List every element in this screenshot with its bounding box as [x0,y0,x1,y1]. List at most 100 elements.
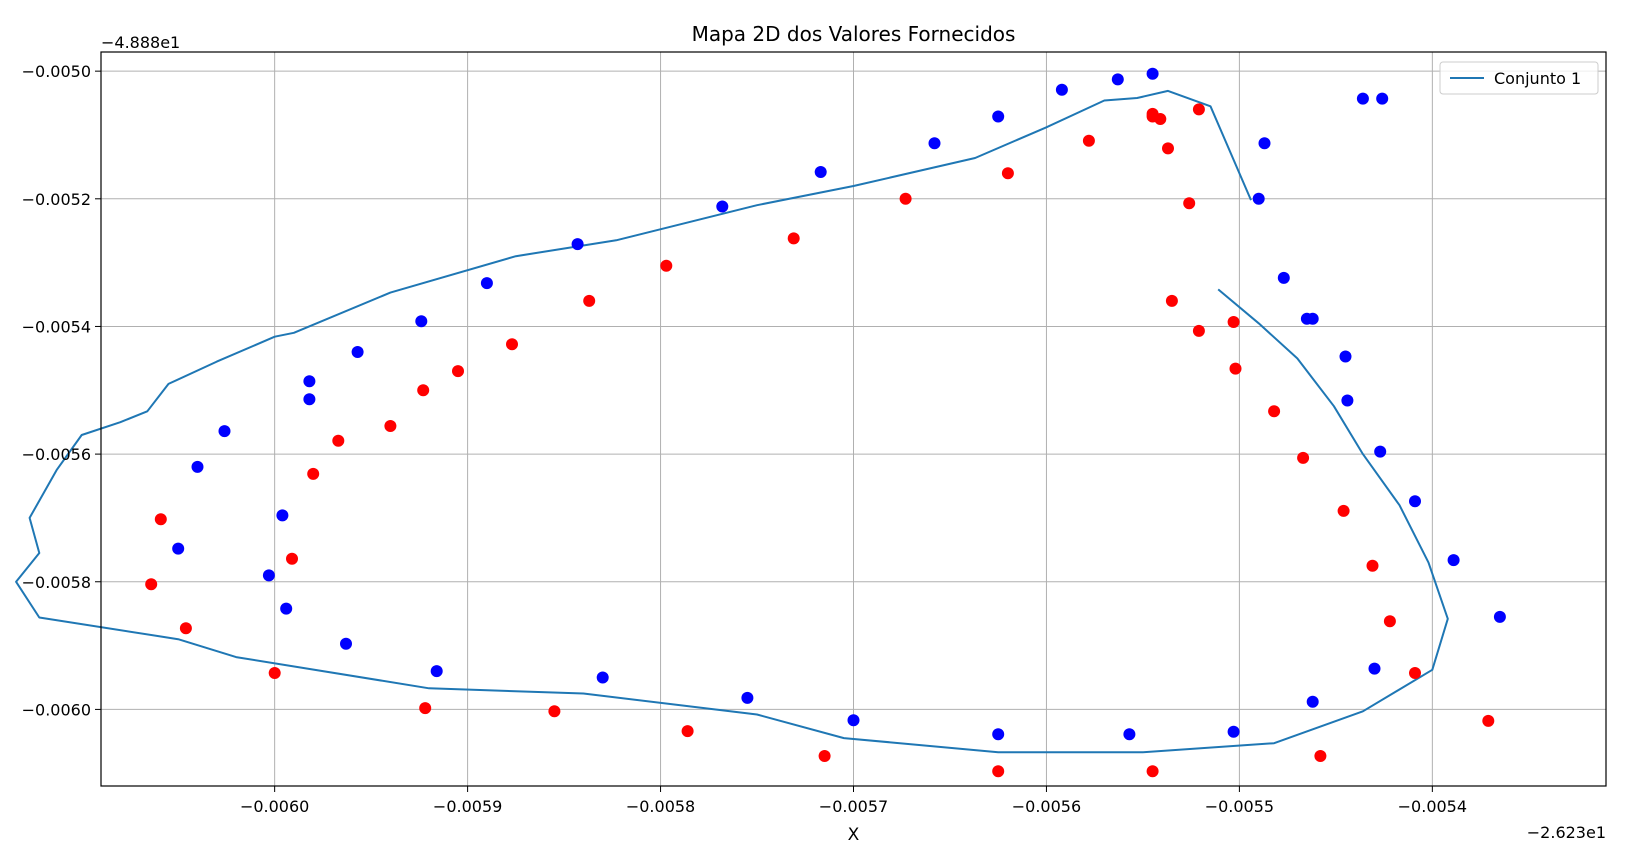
blue-point [1277,271,1290,284]
blue-point [1258,137,1271,150]
red-point [145,578,158,591]
red-point [1383,615,1396,628]
red-point [1192,324,1205,337]
red-point [548,705,561,718]
legend-label: Conjunto 1 [1494,69,1581,88]
blue-point [415,315,428,328]
red-point [179,622,192,635]
blue-point [191,460,204,473]
y-tick-label: −0.0054 [22,317,91,336]
blue-point [276,509,289,522]
red-point [417,384,430,397]
blue-point [928,137,941,150]
blue-point [1409,495,1421,508]
red-point [1337,504,1350,517]
blue-point [340,637,352,650]
blue-point [303,375,316,388]
grid [101,52,1606,786]
blue-point [480,277,493,290]
red-point [1162,142,1174,155]
x-tick-label: −0.0054 [1398,797,1467,816]
red-point [1146,765,1159,778]
red-point [1183,197,1196,210]
blue-point [1493,610,1506,623]
blue-point [280,602,293,615]
red-point [1482,714,1495,727]
blue-point [992,110,1005,123]
blue-point [218,425,231,438]
blue-point [1123,728,1136,741]
red-point [1297,451,1310,464]
red-point [154,513,167,526]
blue-point [172,542,185,555]
blue-point [1111,73,1124,86]
blue-point [1374,445,1387,458]
red-point [1001,167,1014,180]
red-point [1314,750,1327,762]
x-tick-label: −0.0060 [240,797,309,816]
red-point [992,765,1005,778]
red-point [332,434,345,447]
legend: Conjunto 1 [1439,61,1599,95]
y-tick-label: −0.0052 [22,190,91,209]
blue-point [1146,67,1159,80]
blue-point [262,569,275,582]
red-point [660,259,673,272]
blue-point [1356,92,1369,105]
blue-point [596,671,609,684]
ticks: −0.0060 −0.0059 −0.0058 −0.0057 −0.0056 −0.00… [22,62,1467,816]
red-point [1268,405,1281,418]
red-point [286,552,298,565]
blue-point [1252,192,1265,205]
red-point [818,750,831,762]
red-point [1227,316,1240,328]
red-point [787,232,800,245]
blue-point [1339,350,1352,363]
red-point [307,467,320,480]
red-point [419,702,432,715]
y-tick-label: −0.0056 [22,445,91,464]
blue-point [351,346,364,358]
blue-point [1300,312,1313,325]
chart-title: Mapa 2D dos Valores Fornecidos [692,22,1016,46]
series-line [15,89,1449,754]
blue-point [571,238,584,251]
scatter-points-layer [145,67,1506,778]
blue-point [847,714,860,727]
x-tick-label: −0.0058 [626,797,695,816]
red-point [1229,362,1242,375]
blue-point [741,691,754,704]
y-tick-label: −0.0050 [22,62,91,81]
red-point [452,365,464,378]
legend-box [1439,61,1599,95]
y-offset-label: −4.888e1 [101,33,180,52]
y-tick-label: −0.0060 [22,700,91,719]
red-point [1082,134,1095,147]
blue-point [716,200,729,213]
blue-point [1368,662,1381,675]
red-point [268,667,281,679]
blue-point [1376,92,1389,105]
red-point [1165,294,1178,307]
blue-point [992,728,1005,741]
blue-point [430,665,443,678]
blue-point [1055,83,1068,96]
blue-point [1306,695,1319,708]
line-series-layer [15,89,1449,754]
red-point [1192,103,1205,116]
x-tick-label: −0.0057 [819,797,888,816]
red-point [506,338,518,351]
x-axis-label: X [848,825,860,845]
red-point [1409,667,1421,679]
red-point [384,420,397,432]
x-tick-label: −0.0056 [1012,797,1081,816]
red-point [583,294,596,307]
blue-point [814,166,827,178]
red-point [681,725,694,738]
red-point [1146,110,1159,123]
blue-point [1447,554,1460,567]
x-offset-label: −2.623e1 [1527,823,1606,842]
